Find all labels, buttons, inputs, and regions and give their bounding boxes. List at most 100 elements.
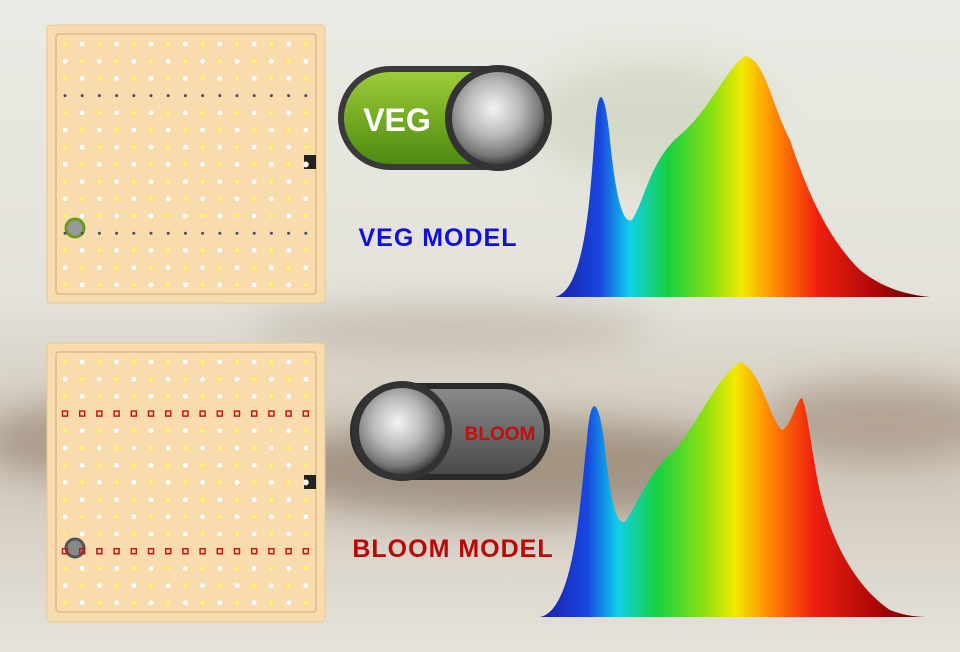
led: [147, 58, 155, 65]
led: [182, 212, 189, 220]
led: [251, 126, 258, 134]
led: [79, 109, 86, 116]
led: [182, 358, 189, 366]
led: [285, 462, 292, 469]
led: [302, 513, 309, 520]
led: [268, 599, 275, 606]
led: [113, 281, 120, 288]
led: [233, 195, 241, 202]
led: [268, 75, 275, 82]
led: [79, 479, 86, 486]
led: [268, 393, 275, 400]
led: [79, 376, 86, 383]
led: [268, 195, 275, 202]
led: [130, 496, 137, 503]
led: [285, 376, 292, 383]
led: [165, 376, 172, 383]
led: [285, 444, 292, 452]
led: [251, 195, 258, 202]
led: [287, 231, 291, 235]
led: [96, 58, 103, 65]
led: [285, 109, 292, 116]
led: [285, 599, 292, 606]
led: [302, 599, 309, 606]
led: [216, 40, 223, 48]
led: [216, 161, 223, 168]
led: [115, 94, 119, 98]
led: [233, 410, 241, 417]
led: [251, 565, 258, 572]
led: [147, 582, 155, 589]
led: [182, 264, 189, 271]
led: [268, 281, 275, 288]
led: [113, 479, 120, 486]
led: [199, 582, 206, 589]
led: [252, 231, 256, 235]
led: [216, 513, 223, 520]
led: [302, 40, 309, 48]
led: [147, 247, 155, 254]
led: [233, 358, 241, 366]
led: [79, 58, 86, 65]
led: [130, 427, 137, 434]
led: [61, 358, 69, 366]
led: [182, 75, 189, 82]
led: [147, 444, 155, 452]
led: [199, 479, 206, 486]
led: [147, 40, 155, 48]
led: [233, 479, 241, 486]
led: [302, 410, 310, 417]
led: [216, 479, 223, 486]
led: [147, 75, 155, 82]
led: [130, 161, 137, 168]
led: [147, 212, 155, 220]
led: [165, 212, 172, 220]
led: [96, 565, 103, 572]
led: [147, 195, 155, 202]
led: [79, 161, 86, 168]
led: [216, 530, 223, 538]
led: [79, 212, 86, 220]
led: [165, 427, 172, 434]
led: [199, 178, 206, 185]
led: [164, 410, 172, 417]
led: [147, 496, 155, 503]
led: [182, 393, 189, 400]
led: [61, 582, 69, 589]
led: [285, 410, 292, 417]
led: [79, 496, 86, 503]
model-label: BLOOM MODEL: [352, 535, 553, 563]
led: [165, 281, 172, 288]
led: [147, 281, 155, 288]
led: [165, 599, 172, 606]
led: [79, 393, 86, 400]
led: [165, 178, 172, 185]
led: [130, 376, 137, 383]
led: [113, 358, 120, 366]
led: [96, 427, 103, 434]
led: [113, 161, 120, 168]
led: [268, 462, 275, 469]
led: [302, 547, 310, 555]
led: [182, 161, 189, 168]
led: [285, 547, 292, 555]
led: [79, 247, 86, 254]
led: [268, 58, 275, 65]
led: [61, 281, 69, 288]
led: [130, 109, 137, 116]
led: [302, 582, 309, 589]
led: [268, 178, 275, 185]
led: [61, 212, 69, 220]
led: [199, 126, 206, 134]
led: [113, 393, 120, 400]
led: [96, 410, 103, 417]
led: [216, 58, 223, 65]
led: [285, 144, 292, 151]
led: [182, 178, 189, 185]
led: [216, 358, 223, 366]
led: [165, 109, 172, 116]
led: [233, 281, 241, 288]
led: [233, 565, 241, 572]
led: [130, 462, 137, 469]
led: [233, 599, 241, 606]
